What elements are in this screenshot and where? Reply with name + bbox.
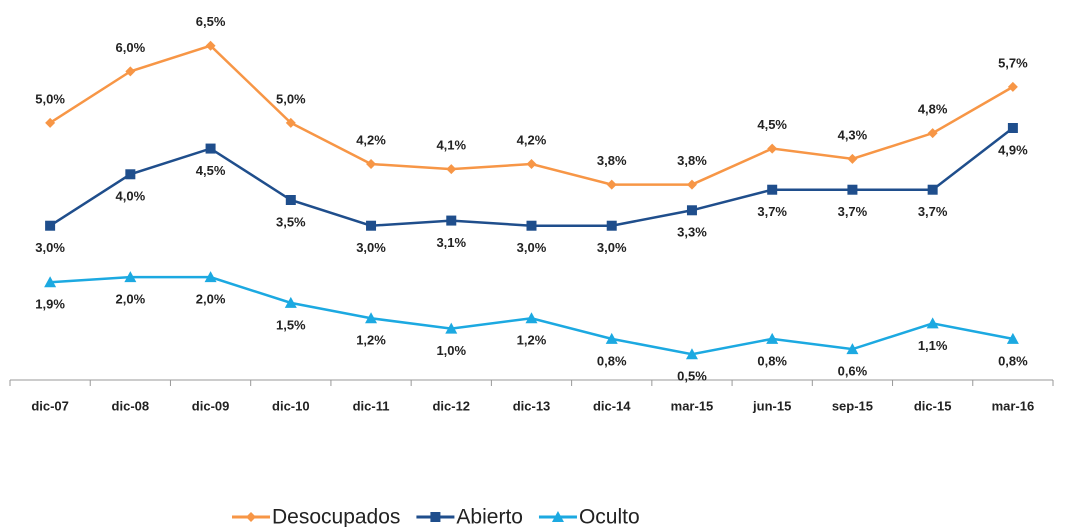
marker xyxy=(526,159,537,169)
data-label: 5,0% xyxy=(276,91,306,106)
marker xyxy=(525,312,538,324)
marker xyxy=(685,348,698,360)
marker xyxy=(767,143,778,154)
data-label: 0,8% xyxy=(597,353,627,368)
marker xyxy=(606,179,617,190)
marker xyxy=(606,220,617,231)
marker xyxy=(847,184,858,195)
data-label: 1,9% xyxy=(35,297,65,312)
x-tick-label: mar-15 xyxy=(671,398,714,413)
x-tick-label: jun-15 xyxy=(752,398,791,413)
data-label: 5,0% xyxy=(35,91,65,106)
legend-text: Abierto xyxy=(456,506,523,527)
marker xyxy=(926,317,939,329)
data-label: 3,8% xyxy=(597,153,627,168)
data-label: 0,5% xyxy=(677,369,707,384)
marker xyxy=(204,271,217,283)
marker xyxy=(284,296,297,308)
data-label: 3,0% xyxy=(517,240,547,255)
marker xyxy=(45,117,56,128)
marker xyxy=(1007,123,1018,133)
data-label: 6,0% xyxy=(116,40,146,55)
marker xyxy=(285,195,296,205)
marker xyxy=(446,164,457,175)
x-tick-label: sep-15 xyxy=(832,398,873,413)
data-label: 3,3% xyxy=(677,225,707,240)
legend-marker xyxy=(551,511,564,522)
x-tick-label: mar-16 xyxy=(992,398,1035,413)
data-label: 0,6% xyxy=(838,364,868,379)
data-label: 3,7% xyxy=(757,204,787,219)
data-label: 4,5% xyxy=(196,163,226,178)
x-tick-label: dic-14 xyxy=(593,398,631,413)
marker xyxy=(125,66,136,77)
marker xyxy=(927,128,938,139)
marker xyxy=(285,117,296,128)
marker xyxy=(124,271,137,283)
marker xyxy=(366,159,377,169)
legend-marker xyxy=(430,512,441,522)
data-label: 5,7% xyxy=(998,55,1028,70)
legend-marker xyxy=(246,512,256,522)
data-label: 4,2% xyxy=(517,132,547,147)
data-label: 3,1% xyxy=(436,235,466,250)
marker xyxy=(366,220,377,231)
marker xyxy=(766,332,779,344)
legend-text: Oculto xyxy=(579,506,640,527)
data-label: 0,8% xyxy=(998,353,1028,368)
marker xyxy=(446,215,457,226)
data-label: 4,3% xyxy=(838,127,868,142)
marker xyxy=(767,184,778,195)
data-label: 3,0% xyxy=(35,240,65,255)
data-label: 1,1% xyxy=(918,338,948,353)
marker xyxy=(526,220,537,231)
legend-text: Desocupados xyxy=(272,506,400,527)
data-label: 1,2% xyxy=(356,333,386,348)
marker xyxy=(686,205,697,216)
data-label: 4,2% xyxy=(356,132,386,147)
marker xyxy=(686,179,697,190)
marker xyxy=(365,312,378,324)
data-label: 0,8% xyxy=(757,353,787,368)
marker xyxy=(445,322,458,334)
marker xyxy=(45,220,56,231)
data-label: 6,5% xyxy=(196,14,226,29)
x-tick-label: dic-13 xyxy=(513,398,551,413)
data-label: 4,9% xyxy=(998,142,1028,157)
data-label: 3,7% xyxy=(918,204,948,219)
data-label: 2,0% xyxy=(196,292,226,307)
data-label: 3,0% xyxy=(597,240,627,255)
data-label: 4,1% xyxy=(436,138,466,153)
data-label: 3,7% xyxy=(838,204,868,219)
data-label: 4,8% xyxy=(918,102,948,117)
marker xyxy=(605,332,618,344)
x-tick-label: dic-08 xyxy=(112,398,150,413)
marker xyxy=(205,143,216,154)
marker xyxy=(1006,332,1019,344)
marker xyxy=(1007,81,1018,92)
x-tick-label: dic-07 xyxy=(31,398,69,413)
data-label: 2,0% xyxy=(116,292,146,307)
x-tick-label: dic-12 xyxy=(432,398,470,413)
marker xyxy=(125,169,136,180)
x-tick-label: dic-11 xyxy=(353,398,390,413)
marker xyxy=(44,276,57,288)
marker xyxy=(846,343,859,355)
x-tick-label: dic-15 xyxy=(914,398,952,413)
x-tick-label: dic-09 xyxy=(192,398,230,413)
data-label: 1,2% xyxy=(517,333,547,348)
data-label: 1,0% xyxy=(436,343,466,358)
data-label: 4,0% xyxy=(116,189,146,204)
data-label: 3,8% xyxy=(677,153,707,168)
data-label: 1,5% xyxy=(276,317,306,332)
marker xyxy=(927,184,938,195)
data-label: 3,0% xyxy=(356,240,386,255)
legend: Desocupados Abierto Oculto xyxy=(232,506,640,527)
data-label: 3,5% xyxy=(276,214,306,229)
marker xyxy=(205,40,216,51)
marker xyxy=(847,153,858,164)
x-tick-label: dic-10 xyxy=(272,398,310,413)
data-label: 4,5% xyxy=(757,117,787,132)
